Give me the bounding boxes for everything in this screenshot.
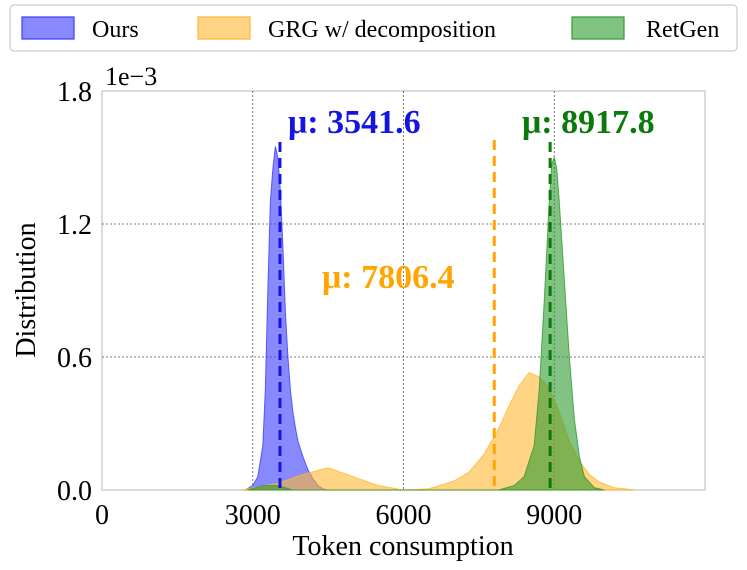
x-tick-label: 9000 — [526, 500, 582, 531]
y-ticks: 0.0 0.6 1.2 1.8 — [57, 77, 92, 507]
mean-label-ours: μ: 3541.6 — [288, 104, 421, 141]
legend-label-ours: Ours — [92, 17, 139, 43]
y-multiplier-label: 1e−3 — [105, 62, 157, 91]
legend-swatch-ours — [21, 16, 75, 40]
legend-item-retgen: RetGen — [571, 16, 719, 43]
legend-box — [9, 4, 738, 52]
mean-lines — [278, 140, 552, 490]
legend-swatch-retgen — [571, 16, 625, 40]
density-area-ours — [243, 146, 329, 491]
density-areas — [242, 146, 635, 491]
x-axis-label: Token consumption — [292, 531, 513, 562]
x-ticks: 0 3000 6000 9000 — [95, 500, 582, 531]
legend: Ours GRG w/ decomposition RetGen — [9, 4, 738, 52]
y-axis-label: Distribution — [11, 222, 42, 357]
x-tick-label: 0 — [95, 500, 109, 531]
y-tick-label: 1.8 — [57, 77, 92, 108]
mean-label-grg: μ: 7806.4 — [322, 259, 455, 296]
y-tick-label: 1.2 — [57, 210, 92, 241]
y-tick-label: 0.6 — [57, 343, 92, 374]
legend-label-retgen: RetGen — [646, 17, 719, 43]
x-tick-label: 3000 — [225, 500, 281, 531]
mean-label-retgen: μ: 8917.8 — [522, 104, 655, 141]
y-tick-label: 0.0 — [57, 476, 92, 507]
x-tick-label: 6000 — [376, 500, 432, 531]
legend-label-grg: GRG w/ decomposition — [268, 17, 496, 43]
legend-swatch-grg — [197, 16, 251, 40]
legend-item-ours: Ours — [21, 16, 139, 43]
legend-item-grg: GRG w/ decomposition — [197, 16, 496, 43]
